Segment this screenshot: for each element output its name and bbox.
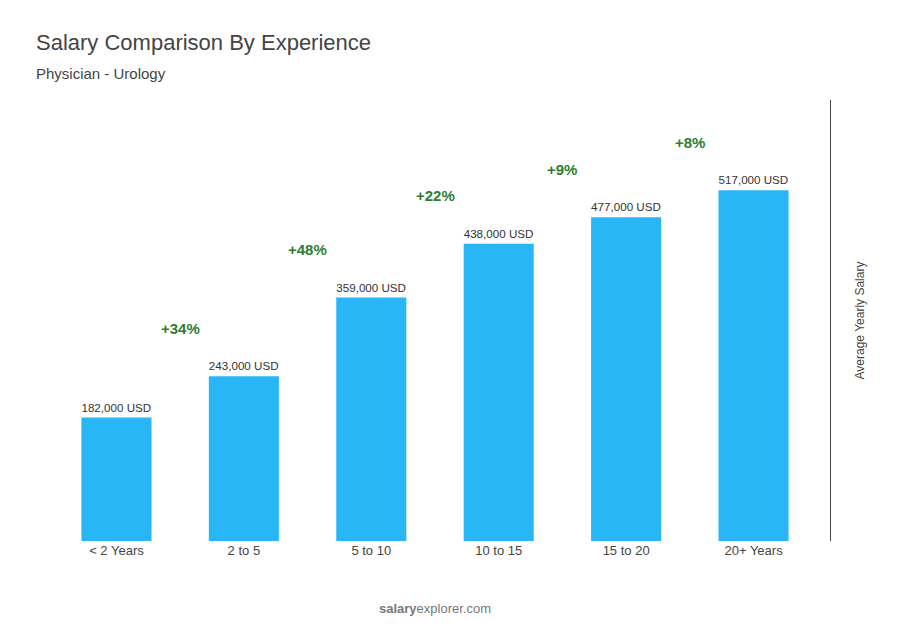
svg-text:359,000 USD: 359,000 USD: [336, 281, 406, 294]
svg-text:salaryexplorer.com: salaryexplorer.com: [379, 601, 491, 616]
svg-text:Salary Comparison By Experienc: Salary Comparison By Experience: [36, 30, 371, 55]
svg-text:182,000 USD: 182,000 USD: [81, 401, 151, 414]
svg-text:20+ Years: 20+ Years: [724, 543, 783, 558]
svg-text:517,000 USD: 517,000 USD: [719, 173, 789, 186]
svg-text:438,000 USD: 438,000 USD: [464, 227, 534, 240]
svg-text:477,000 USD: 477,000 USD: [591, 200, 661, 213]
svg-text:+34%: +34%: [161, 320, 200, 337]
svg-text:+9%: +9%: [547, 161, 577, 178]
svg-text:+8%: +8%: [675, 134, 705, 151]
svg-text:10 to 15: 10 to 15: [475, 543, 522, 558]
svg-text:+48%: +48%: [288, 241, 327, 258]
svg-text:Average Yearly Salary: Average Yearly Salary: [853, 262, 867, 380]
svg-text:2 to 5: 2 to 5: [228, 543, 261, 558]
svg-text:15 to 20: 15 to 20: [603, 543, 650, 558]
svg-text:243,000 USD: 243,000 USD: [209, 359, 279, 372]
svg-text:Physician - Urology: Physician - Urology: [36, 65, 166, 82]
svg-text:+22%: +22%: [416, 187, 455, 204]
svg-text:5 to 10: 5 to 10: [351, 543, 391, 558]
svg-text:< 2 Years: < 2 Years: [89, 543, 144, 558]
